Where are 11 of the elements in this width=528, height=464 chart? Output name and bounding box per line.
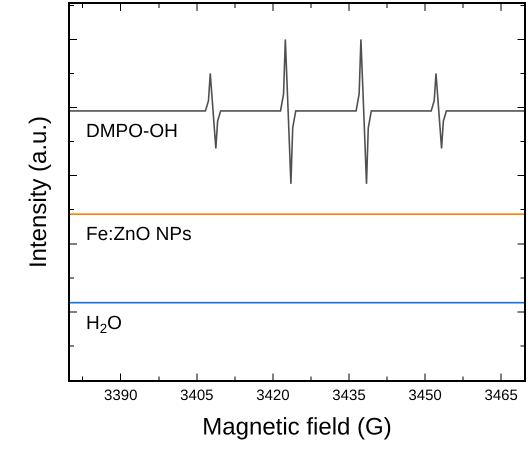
x-tick-label: 3465 (484, 386, 518, 404)
x-tick-label: 3420 (256, 386, 290, 404)
series-label: H$_{2}$O (86, 313, 122, 336)
x-tick-label: 3405 (180, 386, 214, 404)
x-tick-label: 3390 (104, 386, 138, 404)
series-label: Fe:ZnO NPs (86, 224, 192, 245)
series-label: DMPO-OH (86, 121, 178, 142)
x-tick-label: 3435 (332, 386, 366, 404)
y-axis-title: Intensity (a.u.) (24, 116, 52, 268)
x-axis-title: Magnetic field (G) (202, 414, 392, 441)
x-tick-label: 3450 (408, 386, 442, 404)
